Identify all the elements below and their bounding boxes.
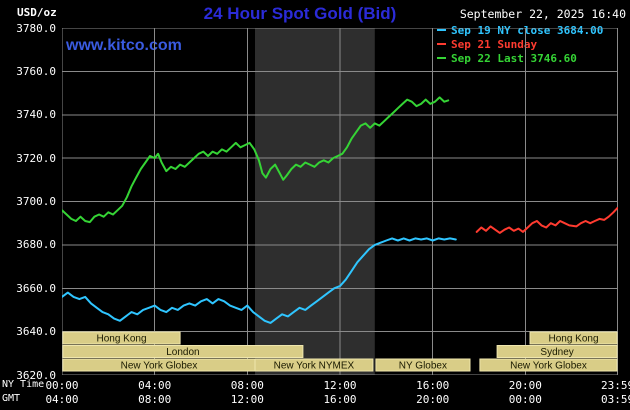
session-label: London [166, 347, 199, 358]
gmt-tick-label: 04:00 [45, 393, 79, 406]
datetime-label: September 22, 2025 16:40 [459, 7, 626, 21]
y-tick-label: 3620.0 [16, 368, 56, 382]
legend-label: Sep 19 NY close 3684.00 [451, 23, 604, 37]
y-tick-label: 3660.0 [16, 281, 56, 295]
ny-time-axis-label: NY Time [2, 379, 45, 390]
session-label: New York Globex [510, 361, 587, 372]
unit-label: USD/oz [17, 6, 57, 19]
y-tick-label: 3760.0 [16, 64, 56, 78]
session-label: NY Globex [399, 361, 447, 372]
session-label: Hong Kong [548, 334, 598, 345]
session-box [62, 331, 181, 345]
gmt-tick-label: 20:00 [416, 393, 450, 406]
session-box [254, 358, 374, 372]
ny-tick-label: 08:00 [230, 379, 264, 392]
legend-dash-icon [437, 43, 446, 45]
kitco-link[interactable]: www.kitco.com [66, 37, 182, 54]
legend-label: Sep 22 Last 3746.60 [451, 51, 577, 65]
page-title: 24 Hour Spot Gold (Bid) [203, 4, 397, 23]
gmt-tick-label: 08:00 [138, 393, 172, 406]
y-tick-label: 3680.0 [16, 238, 56, 252]
series-sep-21-sunday [475, 207, 618, 234]
session-label: Sydney [540, 347, 573, 358]
session-label: New York NYMEX [274, 361, 355, 372]
legend-dash-icon [437, 29, 446, 31]
legend: Sep 19 NY close 3684.00 Sep 21 Sunday Sep … [437, 23, 603, 65]
gmt-tick-label: 00:00 [508, 393, 542, 406]
gmt-tick-label: 16:00 [323, 393, 357, 406]
session-box [62, 345, 304, 358]
session-label: New York Globex [121, 361, 198, 372]
series-sep-19-ny-close-3684-00 [62, 237, 457, 324]
session-label: Hong Kong [96, 334, 146, 345]
y-tick-label: 3700.0 [16, 195, 56, 208]
y-tick-label: 3720.0 [16, 151, 56, 165]
gmt-axis-label: GMT [2, 393, 21, 404]
session-box [529, 331, 618, 345]
legend-item: Sep 21 Sunday [437, 37, 603, 51]
gmt-tick-label: 03:59 [601, 393, 630, 406]
ny-tick-label: 20:00 [508, 379, 542, 392]
legend-label: Sep 21 Sunday [451, 37, 538, 51]
legend-item: Sep 19 NY close 3684.00 [437, 23, 603, 37]
gold-price-chart: Hong Kong Hong Kong London Sydney New York G… [62, 28, 618, 375]
ny-tick-label: 00:00 [45, 379, 79, 392]
gmt-tick-label: 12:00 [230, 393, 264, 406]
plot-area: Hong Kong Hong Kong London Sydney New York G… [62, 28, 618, 375]
legend-dash-icon [437, 57, 446, 59]
session-box [496, 345, 618, 358]
y-tick-label: 3740.0 [16, 108, 56, 122]
ny-tick-label: 16:00 [416, 379, 450, 392]
ny-tick-label: 23:59 [601, 379, 630, 392]
ny-tick-label: 04:00 [138, 379, 172, 392]
session-box [479, 358, 618, 372]
legend-item: Sep 22 Last 3746.60 [437, 51, 603, 65]
ny-tick-label: 12:00 [323, 379, 357, 392]
session-box [375, 358, 471, 372]
y-tick-label: 3640.0 [16, 325, 56, 339]
series-sep-22-last-3746-60 [62, 96, 450, 224]
y-tick-label: 3780.0 [16, 21, 56, 35]
